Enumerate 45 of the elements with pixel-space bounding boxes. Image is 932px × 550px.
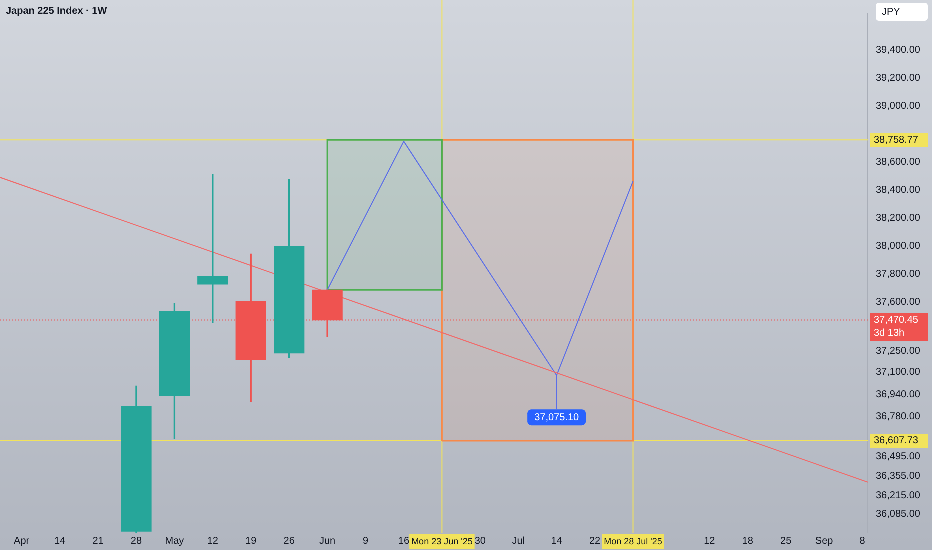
x-tick-label: 25 xyxy=(780,536,792,547)
x-tick-label: 14 xyxy=(54,536,66,547)
x-tick-label: 8 xyxy=(860,536,866,547)
y-tick-label: 36,495.00 xyxy=(876,452,921,463)
y-tick-label: 37,600.00 xyxy=(876,296,921,308)
y-tick-label: 37,800.00 xyxy=(876,268,921,280)
y-tick-label: 38,400.00 xyxy=(876,185,921,196)
x-tick-label: 9 xyxy=(362,536,369,547)
ref-line-label: Mon 28 Jul '25 xyxy=(604,536,662,546)
y-tick-label: 36,215.00 xyxy=(876,490,921,502)
x-tick-label: 12 xyxy=(704,536,716,547)
y-tick-label: 38,600.00 xyxy=(876,157,921,168)
x-tick-label: Jul xyxy=(512,536,526,547)
ref-line-label: 36,607.73 xyxy=(874,436,919,447)
y-tick-label: 37,100.00 xyxy=(876,366,921,378)
x-tick-label: May xyxy=(165,536,184,547)
chart-title: Japan 225 Index · 1W xyxy=(6,6,108,17)
y-tick-label: 37,250.00 xyxy=(876,346,921,357)
x-tick-label: 26 xyxy=(284,536,296,547)
y-tick-label: 38,200.00 xyxy=(876,212,921,224)
x-tick-label: Apr xyxy=(14,536,30,547)
text: JPY xyxy=(882,6,901,18)
x-tick-label: 12 xyxy=(207,536,219,547)
y-tick-label: 39,000.00 xyxy=(876,101,921,112)
ref-line-label: Mon 23 Jun '25 xyxy=(412,536,473,546)
y-tick-label: 36,940.00 xyxy=(876,389,921,400)
y-tick-label: 36,355.00 xyxy=(876,471,921,482)
y-tick-label: 36,085.00 xyxy=(876,508,921,520)
x-tick-label: 16 xyxy=(398,536,410,547)
ref-line-label: 37,470.45 3d 13h xyxy=(874,315,919,340)
x-tick-label: Sep xyxy=(815,536,834,547)
ref-line-label: 38,758.77 xyxy=(874,134,919,146)
x-tick-label: 30 xyxy=(474,536,486,547)
x-tick-label: 28 xyxy=(130,536,142,547)
annotation: 37,075.10 xyxy=(534,412,580,424)
x-tick-label: 18 xyxy=(742,536,754,547)
x-tick-label: 21 xyxy=(92,536,104,547)
x-tick-label: Jun xyxy=(319,536,336,547)
x-tick-label: 14 xyxy=(551,536,563,547)
x-tick-label: 19 xyxy=(246,536,258,547)
y-tick-label: 39,400.00 xyxy=(876,45,921,56)
y-tick-label: 39,200.00 xyxy=(876,73,921,84)
y-tick-label: 38,000.00 xyxy=(876,240,921,252)
y-tick-label: 36,780.00 xyxy=(876,412,921,423)
x-tick-label: 22 xyxy=(589,536,602,547)
